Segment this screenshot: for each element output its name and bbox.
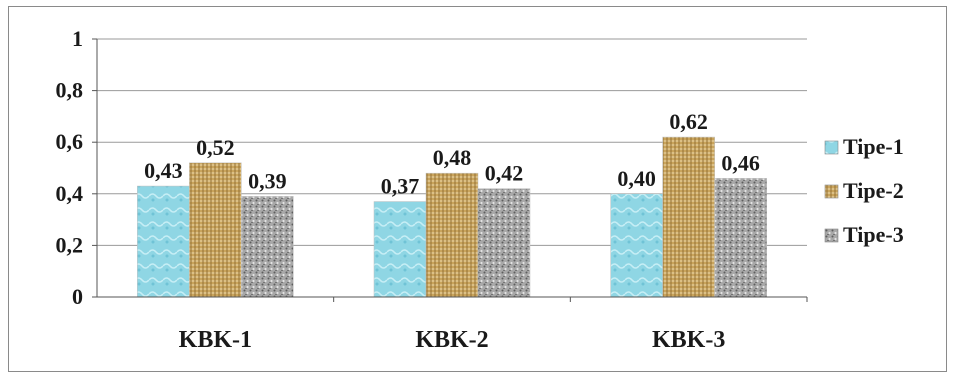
legend-swatch	[824, 140, 839, 155]
bar-tipe-3-kbk-2	[477, 188, 531, 298]
legend-label: Tipe-2	[843, 178, 904, 203]
legend-label: Tipe-1	[843, 134, 904, 159]
y-tick-label: 0	[72, 284, 83, 309]
bar-tipe-2-kbk-2	[425, 172, 479, 298]
chart-frame: 0,43 0,52 0,39 0,37 0,48 0,42 0,40 0,62 0,46 0 0,…	[8, 6, 947, 372]
legend-label: Tipe-3	[843, 222, 904, 247]
data-label: 0,39	[248, 168, 287, 193]
data-label: 0,52	[196, 135, 235, 160]
data-label: 0,43	[144, 158, 183, 183]
category-label: KBK-2	[415, 327, 488, 353]
bar-tipe-3-kbk-1	[241, 196, 294, 298]
bar-tipe-2-kbk-1	[189, 162, 242, 298]
legend-swatch	[824, 184, 839, 199]
data-label: 0,42	[485, 161, 524, 186]
data-label: 0,48	[433, 145, 472, 170]
bar-tipe-1-kbk-1	[137, 185, 190, 298]
bar-tipe-1-kbk-3	[610, 193, 663, 298]
y-tick-label: 0,4	[56, 181, 84, 206]
category-label: KBK-3	[652, 327, 725, 353]
category-label: KBK-1	[179, 327, 252, 353]
y-tick-label: 0,8	[56, 78, 84, 103]
bar-chart: 0,43 0,52 0,39 0,37 0,48 0,42 0,40 0,62 0,46 0 0,…	[56, 26, 904, 353]
bar-tipe-1-kbk-2	[373, 201, 427, 298]
data-label: 0,37	[381, 174, 420, 199]
data-label: 0,46	[721, 150, 760, 175]
y-tick-label: 1	[72, 26, 83, 51]
legend-swatch	[824, 228, 839, 243]
data-label: 0,62	[669, 109, 708, 134]
data-label: 0,40	[617, 166, 656, 191]
bar-tipe-2-kbk-3	[662, 136, 715, 298]
y-tick-label: 0,6	[56, 129, 84, 154]
bar-tipe-3-kbk-3	[714, 178, 767, 298]
y-tick-label: 0,2	[56, 232, 84, 257]
